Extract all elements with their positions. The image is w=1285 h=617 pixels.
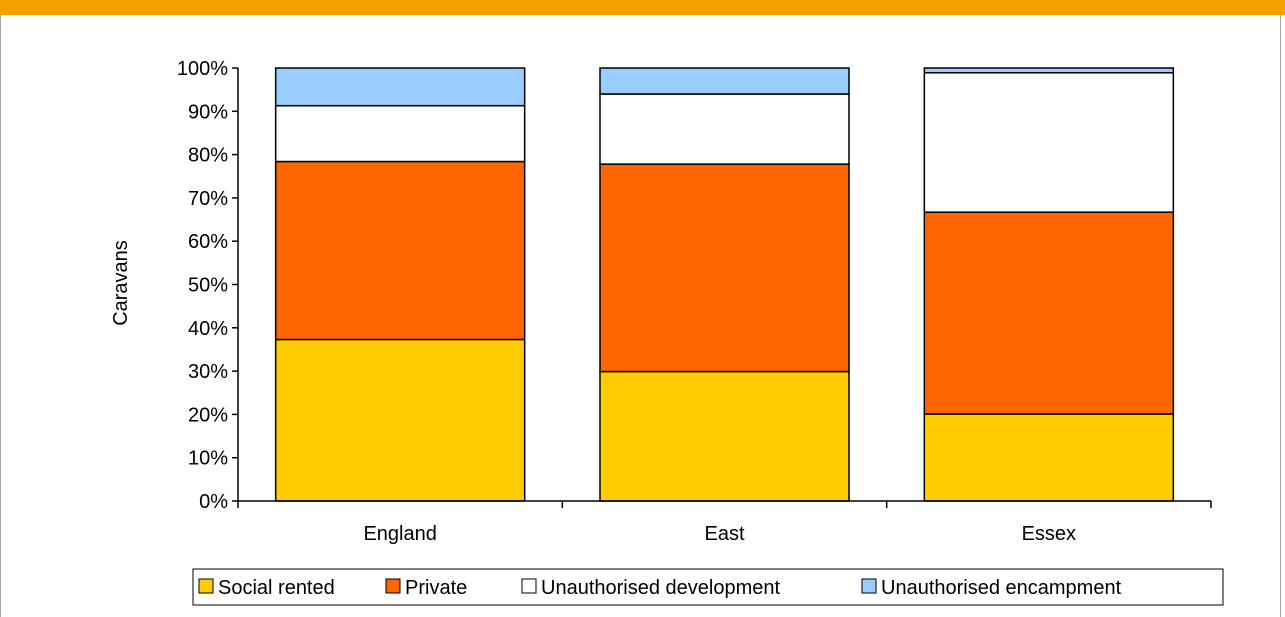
legend-label: Social rented xyxy=(218,577,335,599)
legend-label: Unauthorised encampment xyxy=(881,577,1122,599)
bar-segment-essex-unauthorised-encampment xyxy=(923,67,1175,74)
y-tick-label: 40% xyxy=(188,318,228,340)
legend-swatch xyxy=(385,578,401,594)
y-tick-label: 20% xyxy=(188,404,228,426)
bar-segment-essex-private xyxy=(923,211,1175,415)
bar-segment-england-private xyxy=(274,160,526,341)
y-tick-label: 90% xyxy=(188,101,228,123)
bar-segment-east-private xyxy=(599,163,850,373)
y-tick-label: 50% xyxy=(188,275,228,297)
y-tick-label: 0% xyxy=(199,491,228,513)
legend-swatch xyxy=(521,578,537,594)
legend-label: Unauthorised development xyxy=(541,577,780,599)
x-tick-label: Essex xyxy=(1022,523,1076,545)
y-tick-label: 30% xyxy=(188,361,228,383)
y-tick-label: 60% xyxy=(188,231,228,253)
y-tick-label: 100% xyxy=(177,58,228,80)
y-tick-label: 80% xyxy=(188,145,228,167)
bar-segment-east-social-rented xyxy=(599,370,850,502)
top-accent-bar xyxy=(0,0,1285,15)
legend-box xyxy=(192,568,1224,606)
left-frame-rule xyxy=(0,15,1,617)
x-tick-label: England xyxy=(363,523,436,545)
legend-swatch xyxy=(861,578,877,594)
bar-segment-england-unauthorised-encampment xyxy=(274,67,526,107)
bar-segment-essex-social-rented xyxy=(923,413,1175,502)
y-tick-label: 70% xyxy=(188,188,228,210)
legend: Social rented Private Unauthorised develop… xyxy=(192,568,1224,606)
right-frame-rule xyxy=(1280,15,1281,617)
y-tick-label: 10% xyxy=(188,448,228,470)
legend-swatch xyxy=(198,578,214,594)
bar-segment-england-social-rented xyxy=(274,338,526,502)
bar-segment-essex-unauthorised-development xyxy=(923,72,1175,213)
bars-layer xyxy=(274,67,1175,502)
bar-segment-east-unauthorised-encampment xyxy=(599,67,850,95)
y-axis-title: Caravans xyxy=(110,240,132,326)
legend-label: Private xyxy=(405,577,467,599)
bar-segment-east-unauthorised-development xyxy=(599,93,850,165)
x-tick-label: East xyxy=(704,523,744,545)
axes-layer: England East Essex 0% 10% 20% 30% 40% 50% 60% 70% 8… xyxy=(177,58,1212,545)
bar-segment-england-unauthorised-development xyxy=(274,104,526,163)
